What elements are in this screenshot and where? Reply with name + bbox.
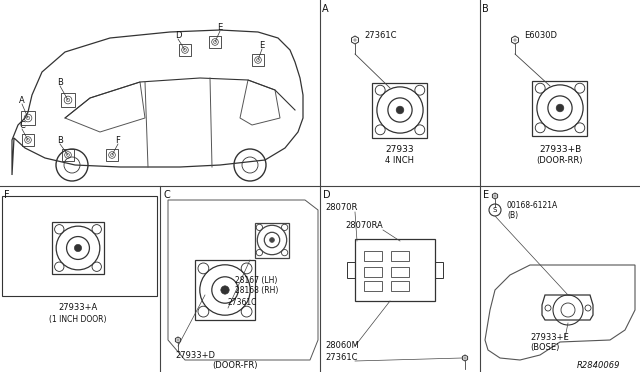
Text: F: F bbox=[116, 135, 120, 144]
Bar bbox=[364, 281, 382, 291]
Circle shape bbox=[269, 238, 275, 243]
Text: (BOSE): (BOSE) bbox=[530, 343, 559, 352]
Text: (1 INCH DOOR): (1 INCH DOOR) bbox=[49, 315, 107, 324]
Text: C: C bbox=[19, 121, 25, 129]
Text: 28070RA: 28070RA bbox=[345, 221, 383, 230]
Text: B: B bbox=[57, 135, 63, 144]
Text: E6030D: E6030D bbox=[524, 31, 557, 40]
Circle shape bbox=[396, 106, 404, 114]
Bar bbox=[364, 267, 382, 277]
Circle shape bbox=[74, 244, 82, 251]
Text: A: A bbox=[322, 4, 328, 14]
Text: 28167 (LH): 28167 (LH) bbox=[235, 276, 277, 285]
Text: D: D bbox=[323, 190, 331, 200]
Text: 28060M: 28060M bbox=[325, 341, 359, 350]
Text: 27933+B: 27933+B bbox=[539, 145, 581, 154]
Text: S: S bbox=[493, 207, 497, 213]
Text: 27361C: 27361C bbox=[228, 298, 257, 307]
Text: R2840069: R2840069 bbox=[577, 361, 620, 370]
Text: E: E bbox=[259, 41, 264, 49]
Text: F: F bbox=[4, 190, 10, 200]
Bar bbox=[391, 267, 409, 277]
Text: 28168 (RH): 28168 (RH) bbox=[235, 286, 278, 295]
Bar bbox=[364, 251, 382, 261]
Text: 4 INCH: 4 INCH bbox=[385, 156, 415, 165]
Bar bbox=[391, 251, 409, 261]
Bar bbox=[347, 262, 355, 278]
Bar bbox=[391, 281, 409, 291]
Text: (DOOR-RR): (DOOR-RR) bbox=[537, 156, 583, 165]
Bar bbox=[435, 262, 443, 278]
Text: A: A bbox=[19, 96, 25, 105]
Text: 27933+A: 27933+A bbox=[58, 303, 98, 312]
Text: (DOOR-FR): (DOOR-FR) bbox=[212, 361, 258, 370]
Bar bbox=[2, 196, 157, 296]
Text: 27361C: 27361C bbox=[325, 353, 358, 362]
Text: C: C bbox=[163, 190, 170, 200]
Text: 00168-6121A: 00168-6121A bbox=[507, 201, 558, 210]
Text: 28070R: 28070R bbox=[325, 203, 357, 212]
Text: D: D bbox=[175, 31, 181, 39]
Circle shape bbox=[221, 286, 229, 294]
Text: 27933+D: 27933+D bbox=[175, 351, 215, 360]
Text: B: B bbox=[57, 77, 63, 87]
Text: 27933: 27933 bbox=[386, 145, 414, 154]
Text: E: E bbox=[483, 190, 489, 200]
Circle shape bbox=[556, 104, 564, 112]
Text: E: E bbox=[218, 22, 223, 32]
Text: 27361C: 27361C bbox=[364, 31, 397, 40]
Bar bbox=[355, 239, 435, 301]
Text: (B): (B) bbox=[507, 211, 518, 220]
Text: 27933+E: 27933+E bbox=[530, 333, 569, 342]
Text: B: B bbox=[482, 4, 489, 14]
